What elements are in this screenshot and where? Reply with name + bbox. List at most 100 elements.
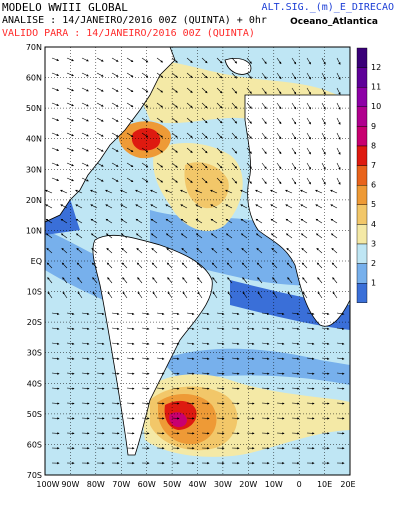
direction-arrow — [306, 357, 315, 360]
direction-arrow — [300, 204, 308, 209]
direction-arrow — [81, 387, 90, 390]
direction-arrow — [105, 218, 113, 224]
direction-arrow — [141, 147, 149, 153]
lat-label: 30N — [26, 165, 42, 174]
direction-arrow — [96, 372, 105, 375]
direction-arrow — [211, 247, 218, 254]
direction-arrow — [306, 417, 315, 420]
direction-arrow — [96, 342, 105, 345]
direction-arrow — [261, 117, 267, 125]
direction-arrow — [336, 72, 341, 80]
direction-arrow — [276, 162, 282, 170]
direction-arrow — [306, 312, 315, 316]
direction-arrow — [231, 102, 238, 109]
direction-arrow — [66, 132, 74, 137]
direction-arrow — [51, 57, 60, 61]
direction-arrow — [81, 147, 89, 152]
direction-arrow — [171, 117, 178, 123]
direction-arrow — [180, 218, 188, 224]
legend-swatch — [356, 67, 368, 88]
legend-swatch — [356, 126, 368, 147]
direction-arrow — [51, 147, 60, 151]
direction-arrow — [216, 177, 223, 184]
direction-arrow — [261, 327, 270, 330]
direction-arrow — [96, 147, 104, 152]
direction-arrow — [182, 277, 188, 284]
direction-arrow — [227, 277, 233, 284]
direction-arrow — [166, 262, 173, 269]
direction-arrow — [231, 87, 238, 94]
direction-arrow — [81, 102, 89, 107]
latitude-labels: 70N 60N 50N 40N 30N 20N 10N EQ 10S 20S 3… — [26, 43, 42, 480]
direction-arrow — [201, 87, 208, 94]
direction-arrow — [225, 189, 233, 194]
direction-arrow — [336, 57, 341, 65]
direction-arrow — [272, 277, 278, 284]
direction-arrow — [141, 102, 149, 108]
direction-arrow — [126, 342, 135, 345]
direction-arrow — [231, 312, 240, 316]
direction-arrow — [51, 87, 60, 91]
lat-label: 20N — [26, 196, 42, 205]
direction-arrow — [195, 189, 203, 194]
direction-arrow — [186, 327, 195, 330]
direction-arrow — [261, 417, 270, 420]
direction-arrow — [291, 327, 300, 330]
direction-arrow — [332, 277, 338, 284]
direction-arrow — [246, 87, 252, 94]
direction-arrow — [111, 357, 120, 360]
direction-arrow — [51, 402, 60, 405]
central-atl-core — [184, 162, 229, 209]
direction-arrow — [76, 262, 83, 269]
direction-arrow — [336, 147, 341, 155]
direction-arrow — [216, 72, 223, 79]
direction-arrow — [291, 57, 297, 65]
direction-arrow — [81, 312, 90, 316]
direction-arrow — [321, 87, 326, 95]
direction-arrow — [105, 233, 113, 239]
direction-arrow — [246, 387, 255, 390]
direction-arrow — [136, 247, 143, 254]
direction-arrow — [171, 132, 178, 138]
direction-arrow — [92, 291, 98, 299]
direction-arrow — [75, 218, 83, 224]
direction-arrow — [171, 342, 180, 345]
direction-arrow — [241, 262, 248, 269]
legend-swatch — [356, 47, 368, 68]
direction-arrow — [216, 132, 223, 139]
iceland — [224, 57, 252, 75]
direction-arrow — [165, 233, 173, 239]
direction-arrow — [126, 102, 134, 108]
analysis-line: ANALISE : 14/JANEIRO/2016 00Z (QUINTA) +… — [2, 15, 267, 26]
direction-arrow — [231, 132, 238, 139]
direction-arrow — [330, 204, 338, 209]
direction-arrow — [216, 372, 225, 375]
south-america — [92, 234, 213, 456]
direction-arrow — [231, 117, 238, 124]
direction-arrow — [201, 327, 210, 330]
direction-arrow — [285, 189, 293, 194]
direction-arrow — [96, 162, 104, 167]
direction-arrow — [126, 357, 135, 360]
direction-arrow — [271, 247, 278, 254]
lat-label: 30S — [27, 349, 42, 358]
direction-arrow — [225, 218, 233, 224]
direction-arrow — [212, 277, 218, 284]
southern-storm-peak — [169, 412, 187, 428]
direction-arrow — [171, 147, 178, 153]
direction-arrow — [317, 277, 323, 284]
direction-arrow — [60, 189, 68, 194]
direction-arrow — [276, 102, 282, 110]
direction-arrow — [151, 262, 158, 269]
direction-arrow — [276, 72, 282, 80]
direction-arrow — [336, 372, 345, 375]
direction-arrow — [96, 177, 104, 182]
direction-arrow — [171, 57, 178, 63]
direction-arrow — [66, 342, 75, 345]
map-frame — [44, 46, 351, 476]
direction-arrow — [171, 402, 180, 405]
direction-arrow — [261, 162, 267, 170]
direction-arrow — [216, 312, 225, 316]
direction-arrow — [306, 102, 311, 110]
legend-swatch — [356, 165, 368, 186]
